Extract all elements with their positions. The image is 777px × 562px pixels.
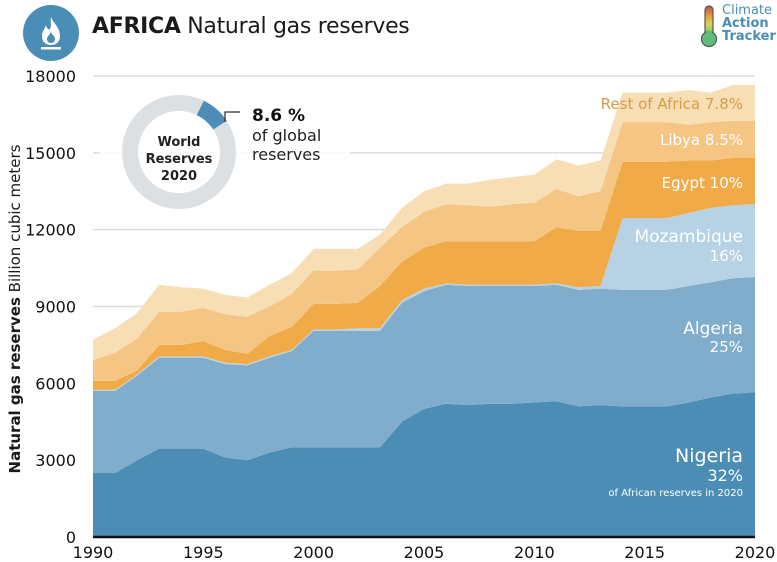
label-nigeria-pct: 32% [707, 466, 743, 485]
logo-line-2: Action [722, 16, 769, 31]
donut-caption-line-2: reserves [252, 145, 320, 164]
y-tick-label: 18000 [25, 67, 76, 86]
label-rest-of-africa: Rest of Africa 7.8% [601, 95, 743, 113]
y-tick-label: 9000 [35, 298, 76, 317]
x-tick-label: 1990 [73, 543, 114, 562]
donut-share-value: 8.6 % [252, 106, 305, 126]
y-tick-label: 15000 [25, 144, 76, 163]
donut-center-line-3: 2020 [161, 169, 197, 184]
label-egypt: Egypt 10% [662, 174, 743, 192]
logo-text: Climate Action Tracker [722, 4, 776, 43]
area-libya [93, 120, 755, 381]
label-algeria-name: Algeria [683, 319, 743, 339]
area-algeria [93, 277, 755, 473]
logo-line-3: Tracker [722, 29, 776, 44]
donut-center-line-2: Reserves [146, 152, 213, 167]
label-libya: Libya 8.5% [660, 131, 743, 149]
x-tick-label: 2015 [624, 543, 665, 562]
world-reserves-donut: World Reserves 2020 8.6 % of global rese… [100, 95, 350, 209]
label-mozambique-name: Mozambique [634, 227, 743, 247]
area-mozambique [93, 204, 755, 391]
donut-center-line-1: World [158, 135, 201, 150]
label-nigeria-name: Nigeria [675, 445, 743, 467]
series-labels: Rest of Africa 7.8% Libya 8.5% Egypt 10% Mo… [601, 95, 743, 499]
title-region: AFRICA [92, 14, 181, 39]
area-egypt [93, 158, 755, 390]
y-tick-label: 12000 [25, 221, 76, 240]
area-rest [93, 85, 755, 361]
y-tick-label: 6000 [35, 374, 76, 393]
x-tick-label: 2000 [293, 543, 334, 562]
y-tick-labels: 0 3000 6000 9000 12000 15000 18000 [25, 67, 76, 547]
x-tick-label: 2020 [735, 543, 776, 562]
label-mozambique-pct: 16% [710, 247, 743, 265]
header-icon-badge [23, 5, 79, 61]
x-tick-labels: 1990 1995 2000 2005 2010 2015 2020 [73, 543, 776, 562]
page-title: AFRICA Natural gas reserves [92, 14, 410, 39]
donut-track [122, 95, 236, 209]
donut-caption-line-1: of global [252, 126, 321, 145]
y-tick-label: 0 [66, 528, 76, 547]
x-tick-label: 2005 [404, 543, 445, 562]
donut-leader-line [224, 111, 240, 122]
logo-line-1: Climate [722, 3, 773, 18]
x-tick-label: 2010 [514, 543, 555, 562]
area-layers [93, 85, 755, 537]
y-tick-label: 3000 [35, 451, 76, 470]
label-nigeria-note: of African reserves in 2020 [608, 488, 743, 499]
thermometer-icon [700, 5, 718, 48]
flame-icon [41, 17, 61, 50]
area-nigeria [93, 392, 755, 537]
donut-share-segment [196, 100, 227, 130]
x-tick-label: 1995 [183, 543, 224, 562]
title-subject: Natural gas reserves [187, 14, 410, 39]
label-algeria-pct: 25% [710, 338, 743, 356]
